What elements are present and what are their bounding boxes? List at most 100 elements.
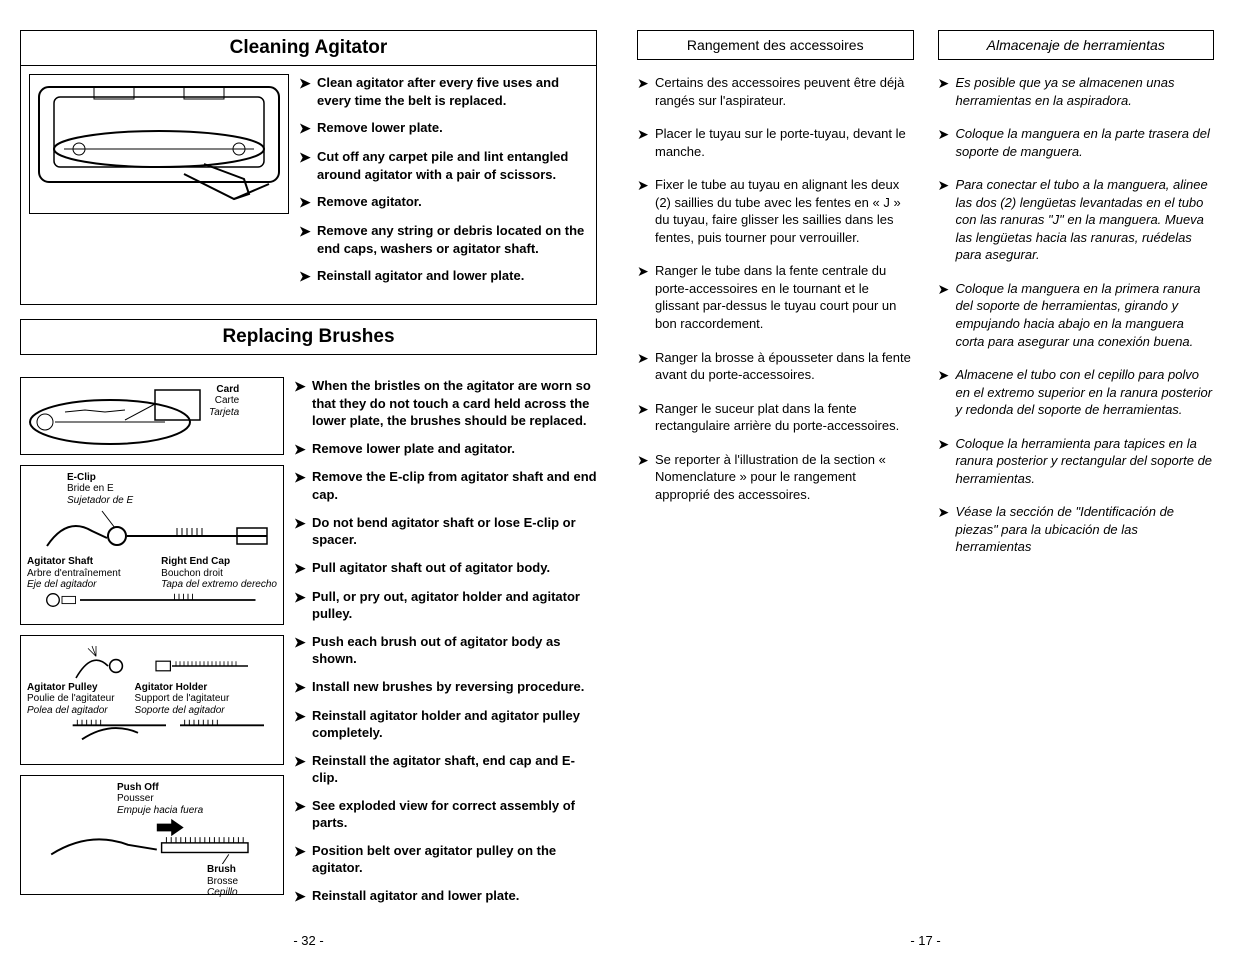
label-holder-fr: Support de l'agitateur [135, 693, 230, 705]
label-card-es: Tarjeta [209, 407, 239, 419]
es-title: Almacenaje de herramientas [938, 30, 1215, 60]
bullet-icon: ➤ [637, 262, 655, 332]
bullet-icon: ➤ [294, 440, 312, 459]
step-text: Cut off any carpet pile and lint entangl… [317, 148, 588, 183]
bullet-icon: ➤ [294, 633, 312, 668]
spanish-column: Almacenaje de herramientas ➤Es posible q… [938, 30, 1215, 572]
step-text: Reinstall agitator and lower plate. [312, 887, 597, 906]
step-text: Coloque la manguera en la primera ranura… [956, 280, 1215, 350]
step-text: Reinstall the agitator shaft, end cap an… [312, 752, 597, 787]
page-right: Rangement des accessoires ➤Certains des … [617, 0, 1234, 954]
label-eclip-es: Sujetador de E [67, 495, 277, 507]
bullet-icon: ➤ [294, 887, 312, 906]
label-card-fr: Carte [209, 395, 239, 407]
bullet-icon: ➤ [294, 468, 312, 503]
bullet-icon: ➤ [938, 280, 956, 350]
label-shaft-fr: Arbre d'entraînement [27, 568, 121, 580]
bullet-icon: ➤ [938, 366, 956, 419]
label-holder: Agitator Holder [135, 682, 230, 694]
fr-title: Rangement des accessoires [637, 30, 914, 60]
label-holder-es: Soporte del agitador [135, 705, 230, 717]
agitator-illustration [29, 74, 289, 214]
bullet-icon: ➤ [299, 119, 317, 138]
label-pulley-es: Polea del agitador [27, 705, 115, 717]
step-text: Reinstall agitator and lower plate. [317, 267, 588, 286]
step-text: Se reporter à l'illustration de la secti… [655, 451, 914, 504]
bullet-icon: ➤ [938, 503, 956, 556]
label-cap-es: Tapa del extremo derecho [161, 579, 277, 591]
step-text: Push each brush out of agitator body as … [312, 633, 597, 668]
bullet-icon: ➤ [299, 222, 317, 257]
step-text: Remove lower plate. [317, 119, 588, 138]
bullet-icon: ➤ [637, 176, 655, 246]
bullet-icon: ➤ [637, 74, 655, 109]
step-text: Pull agitator shaft out of agitator body… [312, 559, 597, 578]
bullet-icon: ➤ [299, 193, 317, 212]
page-number: - 32 - [293, 933, 323, 948]
step-text: Remove lower plate and agitator. [312, 440, 597, 459]
label-eclip: E-Clip [67, 472, 277, 484]
step-text: Almacene el tubo con el cepillo para pol… [956, 366, 1215, 419]
bullet-icon: ➤ [938, 435, 956, 488]
bullet-icon: ➤ [294, 707, 312, 742]
section-title: Replacing Brushes [21, 320, 596, 355]
step-text: Véase la sección de "Identificación de p… [956, 503, 1215, 556]
bullet-icon: ➤ [294, 514, 312, 549]
step-text: Coloque la herramienta para tapices en l… [956, 435, 1215, 488]
replacing-brushes-section: Replacing Brushes [20, 319, 597, 355]
step-text: Ranger la brosse à épousseter dans la fe… [655, 349, 914, 384]
card-illustration: Card Carte Tarjeta [20, 377, 284, 455]
bullet-icon: ➤ [299, 267, 317, 286]
step-text: Ranger le suceur plat dans la fente rect… [655, 400, 914, 435]
step-text: Remove the E-clip from agitator shaft an… [312, 468, 597, 503]
page-left: Cleaning Agitator [0, 0, 617, 954]
pulley-illustration: Agitator Pulley Poulie de l'agitateur Po… [20, 635, 284, 765]
bullet-icon: ➤ [637, 349, 655, 384]
step-text: Do not bend agitator shaft or lose E-cli… [312, 514, 597, 549]
step-text: Es posible que ya se almacenen unas herr… [956, 74, 1215, 109]
bullet-icon: ➤ [637, 451, 655, 504]
label-eclip-fr: Bride en E [67, 483, 277, 495]
label-card: Card [209, 384, 239, 396]
label-pulley-fr: Poulie de l'agitateur [27, 693, 115, 705]
label-push-es: Empuje hacia fuera [117, 805, 277, 817]
step-text: Remove any string or debris located on t… [317, 222, 588, 257]
section-title: Cleaning Agitator [21, 31, 596, 66]
cleaning-steps: ➤Clean agitator after every five uses an… [299, 74, 588, 296]
bullet-icon: ➤ [294, 797, 312, 832]
bullet-icon: ➤ [294, 559, 312, 578]
pushoff-illustration: Push Off Pousser Empuje hacia fuera Brus… [20, 775, 284, 895]
label-brush-fr: Brosse [207, 876, 277, 888]
step-text: Clean agitator after every five uses and… [317, 74, 588, 109]
bullet-icon: ➤ [938, 176, 956, 264]
label-cap: Right End Cap [161, 556, 277, 568]
step-text: Remove agitator. [317, 193, 588, 212]
bullet-icon: ➤ [938, 125, 956, 160]
bullet-icon: ➤ [299, 148, 317, 183]
step-text: Reinstall agitator holder and agitator p… [312, 707, 597, 742]
step-text: Pull, or pry out, agitator holder and ag… [312, 588, 597, 623]
step-text: Coloque la manguera en la parte trasera … [956, 125, 1215, 160]
step-text: Ranger le tube dans la fente centrale du… [655, 262, 914, 332]
step-text: Placer le tuyau sur le porte-tuyau, deva… [655, 125, 914, 160]
label-push-fr: Pousser [117, 793, 277, 805]
label-shaft-es: Eje del agitador [27, 579, 121, 591]
bullet-icon: ➤ [294, 678, 312, 697]
label-brush-es: Cepillo [207, 887, 277, 899]
step-text: Para conectar el tubo a la manguera, ali… [956, 176, 1215, 264]
step-text: Fixer le tube au tuyau en alignant les d… [655, 176, 914, 246]
bullet-icon: ➤ [294, 588, 312, 623]
label-cap-fr: Bouchon droit [161, 568, 277, 580]
bullet-icon: ➤ [294, 377, 312, 430]
label-brush: Brush [207, 864, 277, 876]
label-shaft: Agitator Shaft [27, 556, 121, 568]
replacing-steps: ➤When the bristles on the agitator are w… [294, 377, 597, 916]
bullet-icon: ➤ [637, 400, 655, 435]
step-text: See exploded view for correct assembly o… [312, 797, 597, 832]
french-column: Rangement des accessoires ➤Certains des … [637, 30, 914, 572]
bullet-icon: ➤ [938, 74, 956, 109]
bullet-icon: ➤ [299, 74, 317, 109]
eclip-illustration: E-Clip Bride en E Sujetador de E Agitato… [20, 465, 284, 625]
label-pulley: Agitator Pulley [27, 682, 115, 694]
bullet-icon: ➤ [294, 842, 312, 877]
